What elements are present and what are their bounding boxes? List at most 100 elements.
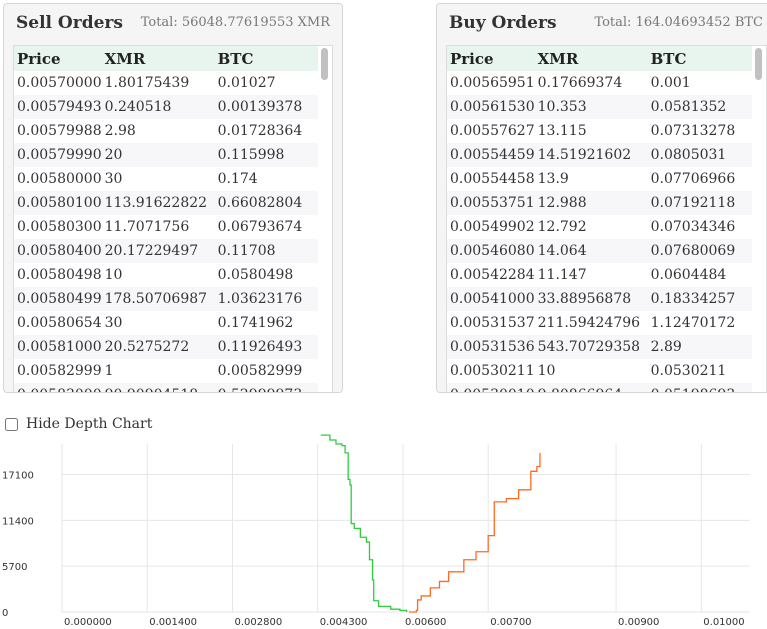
table-row[interactable]: 0.00580400 20.17229497 0.11708 [14, 239, 332, 263]
table-row[interactable]: 0.005300109.808669640.05198693 [447, 383, 766, 392]
xmr-cell: 13.115 [537, 123, 587, 139]
table-row[interactable]: 0.00554459 14.51921602 0.0805031 [447, 143, 766, 167]
price-cell: 0.00565951 [450, 75, 535, 91]
table-row[interactable]: 0.00565951 0.17669374 0.001 [447, 71, 766, 95]
price-cell: 0.00583000 [14, 383, 102, 392]
xmr-cell: 20 [104, 147, 123, 163]
btc-cell: 0.0530211 [650, 363, 727, 379]
btc-cell: 0.0581352 [650, 99, 727, 115]
buy-orders-table-container[interactable]: Price XMR BTC 0.00565951 0.17669374 0.001 … [446, 45, 767, 392]
btc-cell: 0.07192118 [650, 195, 736, 211]
sell-orders-title: Sell Orders [16, 13, 123, 33]
price-cell: 0.00580498 [17, 267, 102, 283]
btc-cell: 0.06793674 [217, 219, 303, 235]
price-cell: 0.00581000 [17, 339, 102, 355]
scrollbar-thumb[interactable] [321, 48, 328, 80]
table-header-row: Price XMR BTC [447, 46, 766, 71]
xmr-cell: 10.353 [537, 99, 587, 115]
x-tick-label: 0.00900 [618, 617, 659, 628]
xmr-cell: 11.7071756 [104, 219, 190, 235]
price-cell: 0.00554459 [450, 147, 535, 163]
table-row[interactable]: 0.00580100 113.91622822 0.66082804 [14, 191, 332, 215]
y-tick-label: 5700 [2, 562, 27, 573]
price-cell: 0.00542284 [450, 267, 535, 283]
price-cell: 0.00531537 [450, 315, 535, 331]
table-row[interactable]: 0.00570000 1.80175439 0.01027 [14, 71, 332, 95]
price-cell: 0.00531536 [450, 339, 535, 355]
table-row[interactable]: 0.00582999 1 0.00582999 [14, 359, 332, 383]
btc-cell: 0.01027 [217, 75, 276, 91]
btc-cell: 0.66082804 [217, 195, 303, 211]
btc-cell: 0.11708 [217, 243, 276, 259]
buy-orders-panel: Buy Orders Total: 164.04693452 BTC Price… [436, 3, 767, 393]
price-cell: 0.00557627 [450, 123, 535, 139]
x-tick-label: 0.001400 [149, 617, 197, 628]
table-row[interactable]: 0.00580499 178.50706987 1.03623176 [14, 287, 332, 311]
y-tick-label: 0 [2, 608, 8, 619]
btc-cell: 0.0805031 [650, 147, 727, 163]
table-row[interactable]: 0.00530211 10 0.0530211 [447, 359, 766, 383]
table-row[interactable]: 0.00579988 2.98 0.01728364 [14, 119, 332, 143]
price-cell: 0.00580499 [17, 291, 102, 307]
xmr-cell: 113.91622822 [104, 195, 208, 211]
btc-cell: 0.18334257 [650, 291, 736, 307]
price-cell: 0.00561530 [450, 99, 535, 115]
buy-orders-total: Total: 164.04693452 BTC [594, 15, 763, 30]
xmr-cell: 90.90904518 [102, 383, 215, 392]
asks-depth-line [409, 452, 541, 613]
xmr-cell: 12.792 [537, 219, 587, 235]
xmr-cell: 30 [104, 171, 123, 187]
buy-orders-scrollbar[interactable] [752, 46, 766, 392]
sell-orders-table-container[interactable]: Price XMR BTC 0.00570000 1.80175439 0.0102… [13, 45, 333, 392]
xmr-cell: 178.50706987 [104, 291, 208, 307]
scrollbar-thumb[interactable] [755, 48, 762, 80]
table-row[interactable]: 0.00557627 13.115 0.07313278 [447, 119, 766, 143]
table-row[interactable]: 0.00553751 12.988 0.07192118 [447, 191, 766, 215]
table-row[interactable]: 0.00579990 20 0.115998 [14, 143, 332, 167]
price-cell: 0.00579493 [17, 99, 102, 115]
btc-cell: 1.12470172 [650, 315, 736, 331]
xmr-cell: 1.80175439 [104, 75, 190, 91]
hide-depth-chart-toggle[interactable]: Hide Depth Chart [5, 415, 152, 433]
xmr-cell: 1 [104, 363, 114, 379]
xmr-cell: 14.064 [537, 243, 587, 259]
table-row[interactable]: 0.00531536 543.70729358 2.89 [447, 335, 766, 359]
table-row[interactable]: 0.00580300 11.7071756 0.06793674 [14, 215, 332, 239]
sell-orders-total: Total: 56048.77619553 XMR [140, 15, 330, 30]
price-cell: 0.00580400 [17, 243, 102, 259]
btc-cell: 0.1741962 [217, 315, 294, 331]
btc-cell: 0.115998 [217, 147, 285, 163]
table-row[interactable]: 0.00580000 30 0.174 [14, 167, 332, 191]
table-row[interactable]: 0.00581000 20.5275272 0.11926493 [14, 335, 332, 359]
xmr-cell: 14.51921602 [537, 147, 632, 163]
table-row[interactable]: 0.00531537 211.59424796 1.12470172 [447, 311, 766, 335]
price-cell: 0.00546080 [450, 243, 535, 259]
sell-orders-scrollbar[interactable] [318, 46, 332, 392]
price-cell: 0.00553751 [450, 195, 535, 211]
price-cell: 0.00549902 [450, 219, 535, 235]
x-tick-label: 0.00700 [490, 617, 531, 628]
table-row[interactable]: 0.00554458 13.9 0.07706966 [447, 167, 766, 191]
xmr-cell: 20.17229497 [104, 243, 199, 259]
table-row[interactable]: 0.00542284 11.147 0.0604484 [447, 263, 766, 287]
price-cell: 0.00570000 [17, 75, 102, 91]
x-tick-label: 0.01000 [703, 617, 744, 628]
table-row[interactable]: 0.0058300090.909045180.52999973 [14, 383, 332, 392]
hide-depth-chart-checkbox[interactable] [5, 417, 18, 431]
sell-orders-panel: Sell Orders Total: 56048.77619553 XMR Pr… [3, 3, 343, 393]
btc-cell: 0.05198693 [648, 383, 766, 392]
table-row[interactable]: 0.00580654 30 0.1741962 [14, 311, 332, 335]
table-row[interactable]: 0.00579493 0.240518 0.00139378 [14, 95, 332, 119]
table-row[interactable]: 0.00561530 10.353 0.0581352 [447, 95, 766, 119]
column-header-price: Price [450, 49, 494, 68]
table-row[interactable]: 0.00549902 12.792 0.07034346 [447, 215, 766, 239]
table-row[interactable]: 0.00541000 33.88956878 0.18334257 [447, 287, 766, 311]
column-header-price: Price [17, 49, 61, 68]
table-row[interactable]: 0.00546080 14.064 0.07680069 [447, 239, 766, 263]
sell-orders-header: Sell Orders Total: 56048.77619553 XMR [4, 4, 342, 42]
hide-depth-chart-label: Hide Depth Chart [26, 416, 153, 432]
btc-cell: 0.07680069 [650, 243, 736, 259]
table-row[interactable]: 0.00580498 10 0.0580498 [14, 263, 332, 287]
price-cell: 0.00580654 [17, 315, 102, 331]
column-header-xmr: XMR [104, 49, 146, 68]
